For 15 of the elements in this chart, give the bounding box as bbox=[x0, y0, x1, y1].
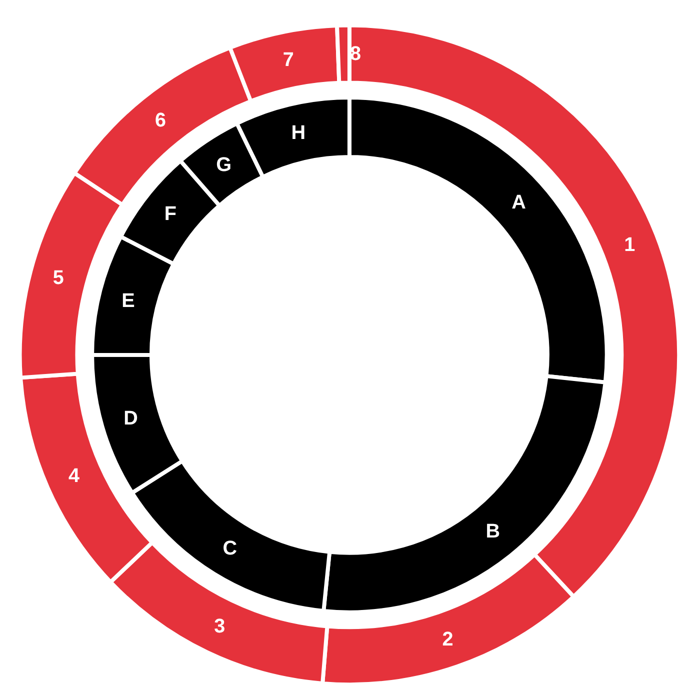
slice-label: E bbox=[122, 290, 135, 312]
slice-label: B bbox=[486, 520, 500, 543]
slice-label: C bbox=[222, 538, 238, 560]
slice-label: 6 bbox=[155, 110, 166, 132]
slice-label: 3 bbox=[214, 615, 226, 638]
slice-label: A bbox=[512, 192, 526, 214]
slice-label: 2 bbox=[442, 628, 454, 650]
slice-label: 1 bbox=[624, 234, 636, 256]
slice-label: 7 bbox=[282, 49, 294, 72]
slice-label: G bbox=[216, 154, 232, 176]
slice-label: 5 bbox=[52, 267, 64, 290]
slice-label: 4 bbox=[68, 465, 80, 488]
slice-label: H bbox=[291, 122, 306, 144]
slice-label: D bbox=[124, 407, 138, 430]
slice-label: F bbox=[164, 203, 176, 226]
